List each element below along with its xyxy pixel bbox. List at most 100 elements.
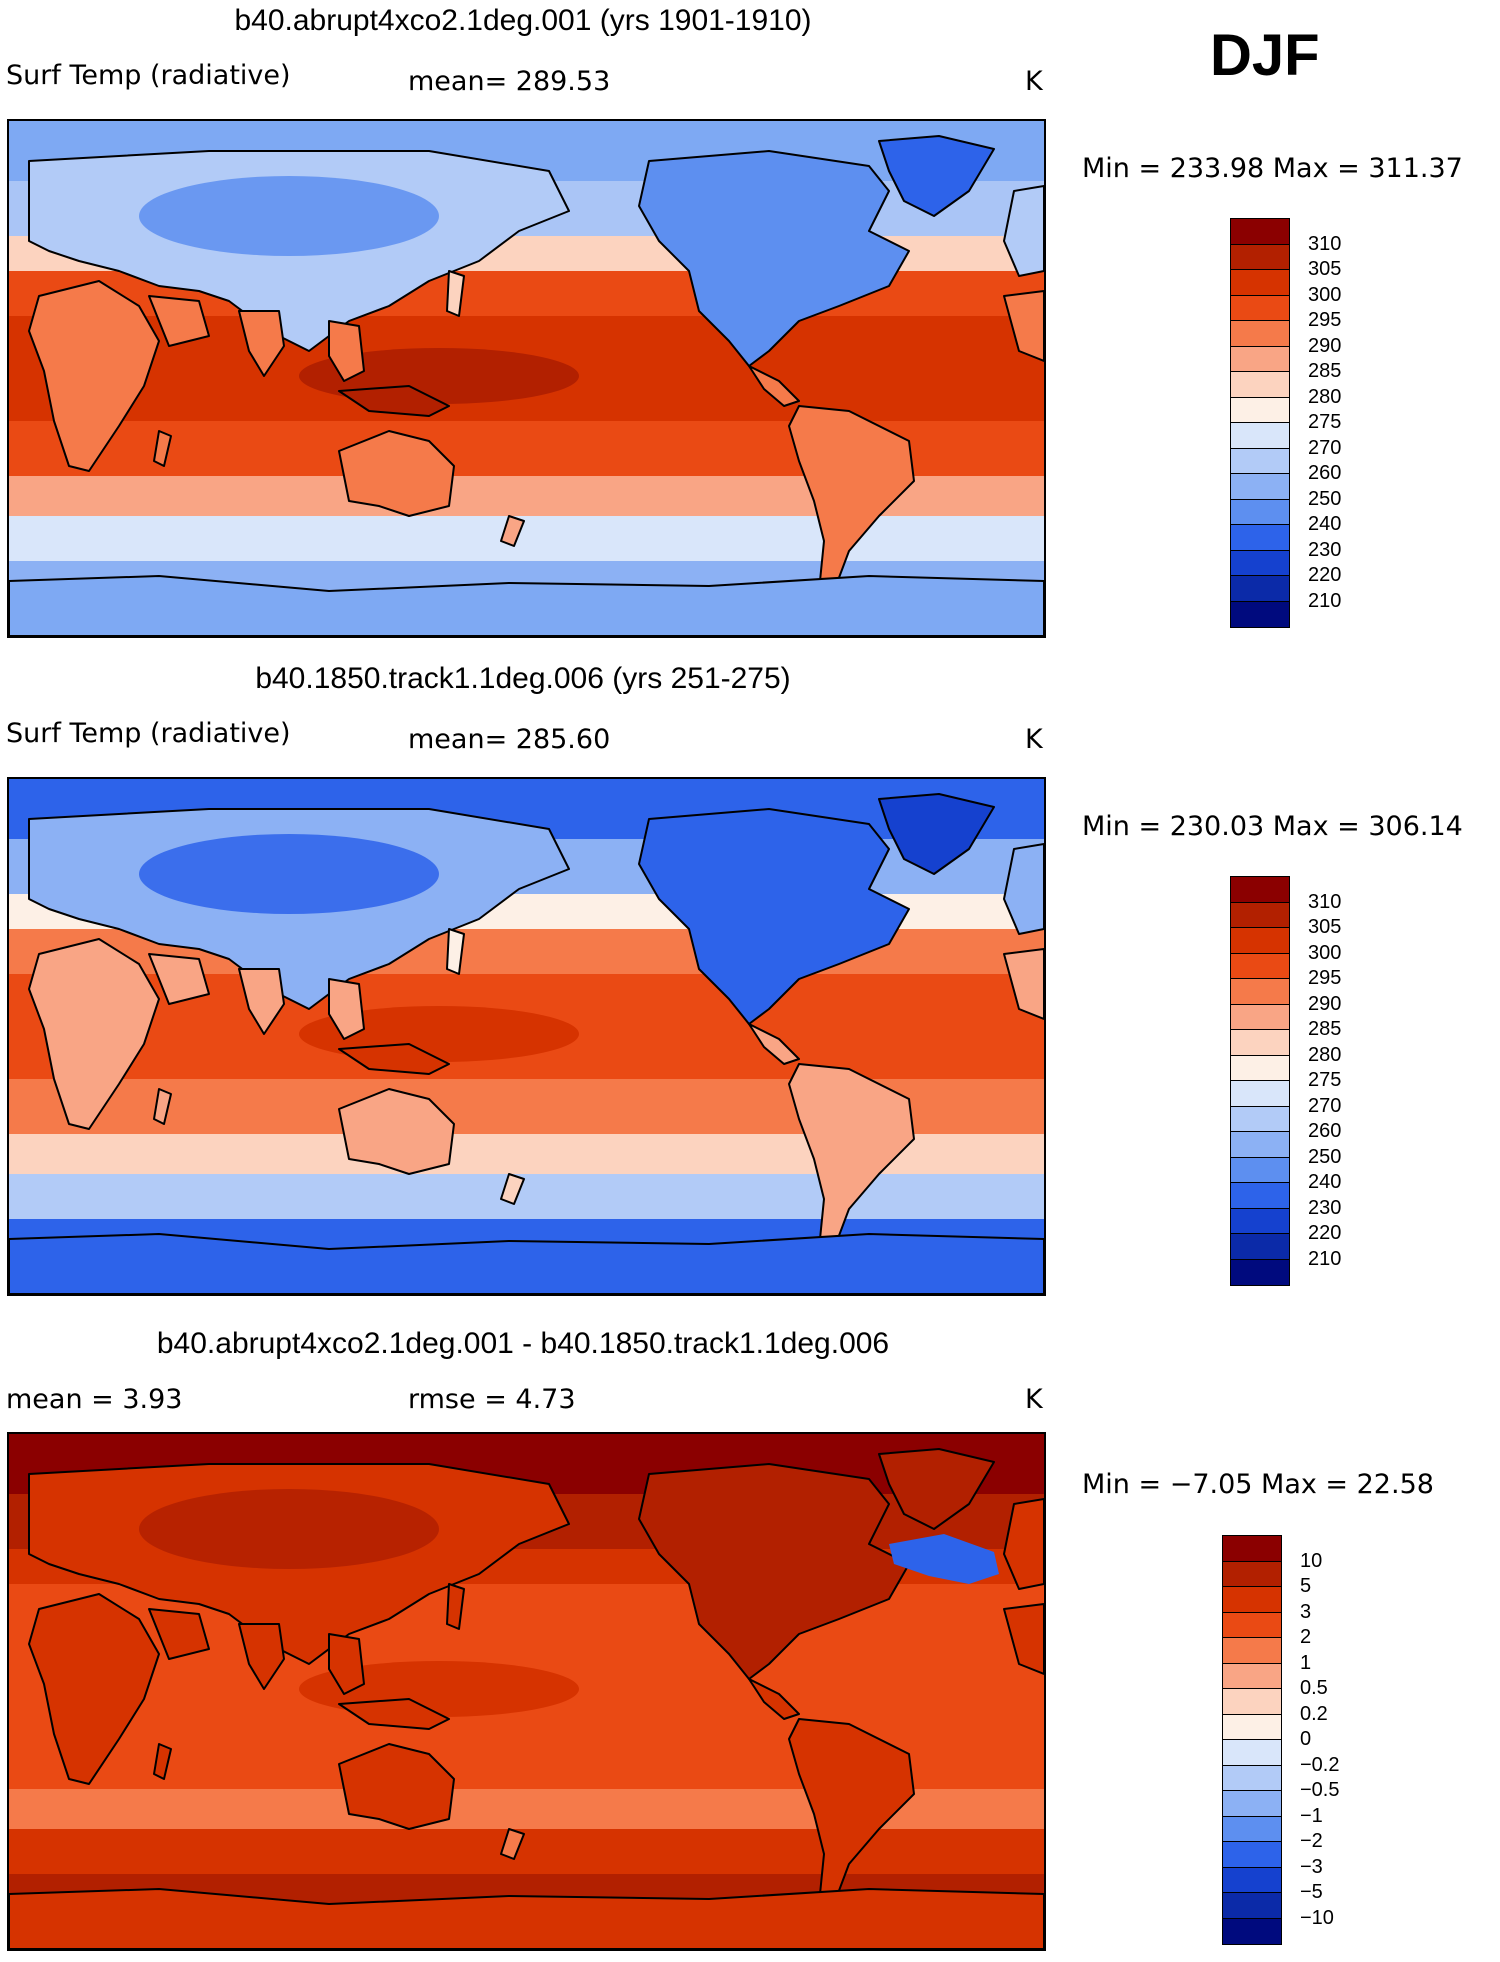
landmass-central-america <box>748 1023 800 1065</box>
colorbar-box <box>1223 1638 1281 1664</box>
colorbar-box <box>1231 372 1289 398</box>
landmass-central-america <box>748 1678 800 1720</box>
panel-3-colorbar <box>1222 1535 1282 1945</box>
panel-3-rmse: rmse = 4.73 <box>408 1384 576 1415</box>
colorbar-box <box>1231 244 1289 270</box>
map-svg <box>9 779 1044 1294</box>
landmass-africa <box>28 280 160 472</box>
landmass-indonesia <box>338 1698 450 1730</box>
colorbar-tick-label: 220 <box>1308 1222 1342 1244</box>
landmass-india <box>238 1623 285 1690</box>
colorbar-tick-label: 300 <box>1308 283 1342 306</box>
landmass-indochina <box>328 978 365 1040</box>
colorbar-tick-label: 270 <box>1308 1094 1342 1117</box>
colorbar-tick-label: 0 <box>1300 1728 1312 1750</box>
colorbar-box <box>1231 525 1289 551</box>
colorbar-tick-label: 260 <box>1308 1120 1342 1142</box>
colorbar-tick-label: 230 <box>1308 1196 1342 1219</box>
landmass-north-america <box>638 808 910 1025</box>
colorbar-box <box>1231 1055 1289 1081</box>
colorbar-tick-label: 250 <box>1308 487 1342 510</box>
colorbar-tick-label: 5 <box>1300 1575 1312 1597</box>
landmass-europe-west <box>1003 1498 1044 1590</box>
colorbar-box <box>1231 1106 1289 1132</box>
landmass-indochina <box>328 1633 365 1695</box>
landmass-new-zealand <box>500 1828 525 1860</box>
colorbar-tick-label: 305 <box>1308 916 1342 938</box>
colorbar-tick-label: 310 <box>1308 890 1342 913</box>
colorbar-box <box>1231 979 1289 1005</box>
colorbar-box <box>1231 1183 1289 1209</box>
colorbar-box <box>1231 1259 1289 1285</box>
colorbar-box <box>1223 1842 1281 1868</box>
colorbar-box <box>1231 601 1289 627</box>
colorbar-tick-label: 10 <box>1300 1549 1323 1572</box>
colorbar-tick-label: 300 <box>1308 941 1342 964</box>
colorbar-box <box>1231 1234 1289 1260</box>
panel-1-mean: mean= 289.53 <box>408 66 611 97</box>
panel-3-mean: mean = 3.93 <box>6 1384 183 1415</box>
colorbar-tick-label: 270 <box>1308 436 1342 459</box>
colorbar-box <box>1223 1765 1281 1791</box>
colorbar-tick-label: 250 <box>1308 1145 1342 1168</box>
colorbar-tick-label: −3 <box>1300 1855 1323 1878</box>
colorbar-tick-label: 280 <box>1308 1043 1342 1066</box>
colorbar-tick-label: 220 <box>1308 564 1342 586</box>
colorbar-box <box>1231 953 1289 979</box>
panel-2-title: b40.1850.track1.1deg.006 (yrs 251-275) <box>255 662 791 695</box>
landmass-africa-east <box>1003 1603 1044 1675</box>
panel-3-minmax: Min = −7.05 Max = 22.58 <box>1082 1469 1434 1500</box>
colorbar-tick-label: 280 <box>1308 385 1342 408</box>
colorbar-tick-label: −2 <box>1300 1830 1323 1852</box>
colorbar-tick-label: 285 <box>1308 1018 1342 1040</box>
landmass-greenland <box>878 135 995 217</box>
colorbar-box <box>1231 270 1289 296</box>
colorbar-tick-label: 3 <box>1300 1600 1312 1623</box>
panel-1-variable: Surf Temp (radiative) <box>6 60 291 91</box>
colorbar-tick-label: 1 <box>1300 1651 1312 1674</box>
landmass-indonesia <box>338 385 450 417</box>
colorbar-tick-label: 0.2 <box>1300 1702 1328 1725</box>
colorbar-tick-label: 240 <box>1308 513 1342 535</box>
colorbar-box <box>1231 423 1289 449</box>
colorbar-box <box>1231 1030 1289 1056</box>
landmass-africa-east <box>1003 948 1044 1020</box>
panel-2-units: K <box>1025 724 1043 755</box>
colorbar-box <box>1231 499 1289 525</box>
landmass-antarctica <box>9 1888 1044 1949</box>
panel-3-map <box>7 1432 1046 1951</box>
landmass-africa <box>28 938 160 1130</box>
colorbar-box <box>1231 877 1289 903</box>
colorbar-tick-label: −0.2 <box>1300 1753 1340 1776</box>
north-atlantic-cooling <box>889 1534 999 1584</box>
panel-1-map <box>7 119 1046 638</box>
landmass-europe-west <box>1003 185 1044 277</box>
colorbar-tick-label: 295 <box>1308 967 1342 989</box>
colorbar-box <box>1231 1208 1289 1234</box>
panel-2-mean: mean= 285.60 <box>408 724 611 755</box>
colorbar-box <box>1223 1791 1281 1817</box>
colorbar-box <box>1223 1689 1281 1715</box>
colorbar-box <box>1231 295 1289 321</box>
landmass-arabia <box>148 953 210 1005</box>
panel-2-minmax: Min = 230.03 Max = 306.14 <box>1082 811 1463 842</box>
colorbar-box <box>1231 902 1289 928</box>
landmass-india <box>238 968 285 1035</box>
colorbar-box <box>1223 1587 1281 1613</box>
landmass-indochina <box>328 320 365 382</box>
colorbar-box <box>1231 576 1289 602</box>
landmass-india <box>238 310 285 377</box>
colorbar-box <box>1223 1561 1281 1587</box>
colorbar-tick-label: 290 <box>1308 334 1342 357</box>
colorbar-tick-label: −1 <box>1300 1804 1323 1827</box>
panel-1-title: b40.abrupt4xco2.1deg.001 (yrs 1901-1910) <box>234 4 812 37</box>
colorbar-box <box>1231 219 1289 245</box>
landmass-greenland <box>878 1448 995 1530</box>
panel-1-colorbar <box>1230 218 1290 628</box>
colorbar-box <box>1231 346 1289 372</box>
ocean-band-subpolar-s <box>9 516 1044 561</box>
colorbar-tick-label: 210 <box>1308 1247 1342 1270</box>
colorbar-box <box>1231 1004 1289 1030</box>
landmass-madagascar <box>153 1743 172 1780</box>
landmass-australia <box>338 430 455 517</box>
